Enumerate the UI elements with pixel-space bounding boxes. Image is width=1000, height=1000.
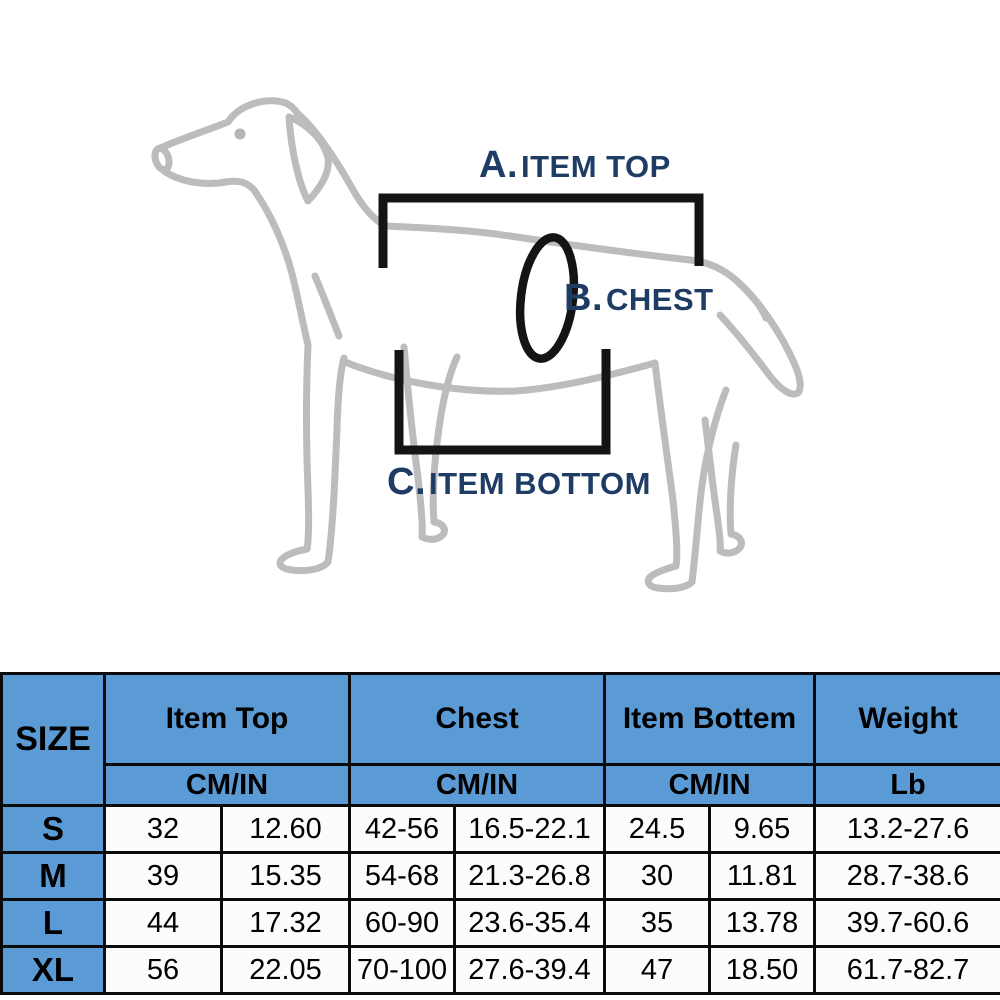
table-cell: 70-100 (348, 945, 456, 995)
unit-header-item-bottem: CM/IN (603, 763, 817, 807)
table-cell: 23.6-35.4 (452, 898, 607, 948)
table-cell: 24.5 (603, 804, 712, 854)
item-top-label: A. ITEM TOP (479, 144, 671, 186)
table-cell: 61.7-82.7 (813, 945, 1000, 995)
item-top-letter: A. (479, 144, 518, 186)
table-cell: 22.05 (220, 945, 351, 995)
table-cell: 44 (103, 898, 223, 948)
chest-label: B. CHEST (564, 277, 714, 319)
size-cell-xl: XL (0, 945, 106, 995)
table-row-m: M 39 15.35 54-68 21.3-26.8 30 11.81 28.7… (0, 851, 1000, 901)
table-cell: 28.7-38.6 (813, 851, 1000, 901)
item-bottom-bracket-icon (394, 349, 611, 455)
dog-outline-icon (151, 97, 804, 593)
table-cell: 21.3-26.8 (452, 851, 607, 901)
chest-letter: B. (564, 277, 603, 319)
table-cell: 54-68 (348, 851, 456, 901)
item-bottom-letter: C. (387, 461, 426, 503)
table-cell: 18.50 (708, 945, 817, 995)
unit-header-item-top: CM/IN (103, 763, 351, 807)
dog-measurement-illustration (151, 97, 804, 593)
table-cell: 12.60 (220, 804, 351, 854)
table-cell: 13.78 (708, 898, 817, 948)
table-row-s: S 32 12.60 42-56 16.5-22.1 24.5 9.65 13.… (0, 804, 1000, 854)
table-cell: 56 (103, 945, 223, 995)
table-cell: 32 (103, 804, 223, 854)
chest-girth-ellipse-icon (515, 233, 579, 363)
table-cell: 27.6-39.4 (452, 945, 607, 995)
unit-header-chest: CM/IN (347, 763, 607, 807)
group-header-item-bottem: Item Bottem (603, 672, 817, 766)
table-cell: 47 (603, 945, 712, 995)
table-row-xl: XL 56 22.05 70-100 27.6-39.4 47 18.50 61… (0, 945, 1000, 995)
group-header-chest: Chest (347, 672, 607, 766)
size-cell-m: M (0, 851, 106, 901)
dog-ear (285, 113, 332, 205)
size-cell-s: S (0, 804, 106, 854)
table-cell: 9.65 (708, 804, 817, 854)
measurement-diagram: A. ITEM TOP B. CHEST C. ITEM BOTTOM (151, 97, 804, 593)
dog-eye-dot (234, 128, 246, 140)
table-cell: 35 (603, 898, 712, 948)
size-column-header: SIZE (0, 672, 106, 807)
table-cell: 39 (103, 851, 223, 901)
size-chart-table: SIZE Item Top Chest Item Bottem Weight C… (0, 672, 1000, 995)
item-top-bracket-icon (378, 193, 704, 268)
table-row-l: L 44 17.32 60-90 23.6-35.4 35 13.78 39.7… (0, 898, 1000, 948)
table-cell: 42-56 (348, 804, 456, 854)
unit-header-weight: Lb (813, 763, 1000, 807)
size-cell-l: L (0, 898, 106, 948)
table-cell: 30 (603, 851, 712, 901)
table-cell: 39.7-60.6 (813, 898, 1000, 948)
table-cell: 11.81 (708, 851, 817, 901)
group-header-item-top: Item Top (103, 672, 351, 766)
table-cell: 13.2-27.6 (813, 804, 1000, 854)
table-cell: 60-90 (348, 898, 456, 948)
table-cell: 16.5-22.1 (452, 804, 607, 854)
group-header-weight: Weight (813, 672, 1000, 766)
table-cell: 17.32 (220, 898, 351, 948)
table-cell: 15.35 (220, 851, 351, 901)
item-bottom-label: C. ITEM BOTTOM (387, 461, 651, 503)
